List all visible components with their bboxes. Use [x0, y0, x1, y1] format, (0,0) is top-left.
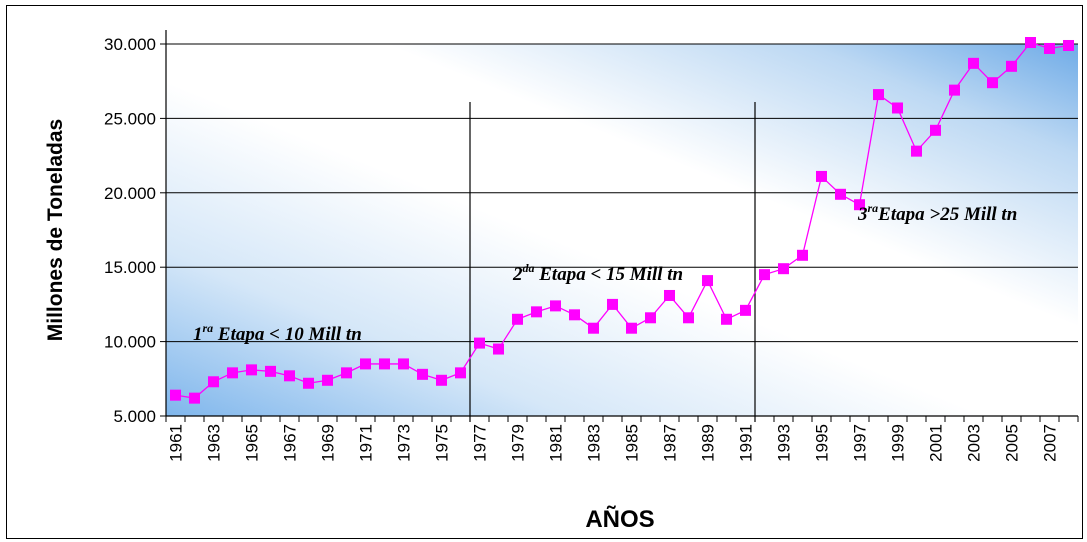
y-tick-label: 10.000	[104, 333, 156, 352]
y-tick-label: 5.000	[113, 407, 156, 426]
x-tick-label: 1997	[851, 424, 870, 462]
x-tick-label: 1985	[623, 424, 642, 462]
series-layer	[170, 37, 1074, 404]
data-point	[911, 145, 922, 157]
x-tick-label: 1967	[281, 424, 300, 462]
data-point	[702, 275, 713, 287]
x-tick-label: 1973	[395, 424, 414, 462]
data-point	[227, 367, 238, 379]
data-point	[797, 249, 808, 261]
x-tick-label: 1979	[509, 424, 528, 462]
x-tick-label: 2007	[1041, 424, 1060, 462]
data-point	[1063, 39, 1074, 51]
y-tick-label: 25.000	[104, 109, 156, 128]
data-point	[949, 84, 960, 96]
x-tick-label: 2003	[965, 424, 984, 462]
data-point	[683, 312, 694, 324]
data-point	[341, 367, 352, 379]
plot-background	[166, 44, 1078, 416]
data-point	[436, 374, 447, 386]
x-axis-title: AÑOS	[585, 505, 654, 533]
data-point	[1025, 37, 1036, 49]
data-point	[873, 89, 884, 101]
x-tick-label: 1969	[319, 424, 338, 462]
x-tick-label: 1991	[737, 424, 756, 462]
data-point	[208, 376, 219, 388]
data-point	[930, 124, 941, 136]
x-ticks: 1961 1963 1965 1967 1969 1971 1973 1975 1977 1979…	[165, 416, 1079, 462]
data-point	[284, 370, 295, 382]
data-point	[303, 377, 314, 389]
x-tick-label: 1971	[357, 424, 376, 462]
data-point	[189, 392, 200, 404]
y-tick-label: 30.000	[104, 35, 156, 54]
data-point	[816, 170, 827, 182]
data-point	[835, 188, 846, 200]
data-point	[265, 365, 276, 377]
data-point	[892, 102, 903, 114]
data-point	[455, 367, 466, 379]
data-point	[474, 337, 485, 349]
data-point	[531, 306, 542, 318]
data-point	[1006, 60, 1017, 72]
x-tick-label: 1983	[585, 424, 604, 462]
x-tick-label: 1989	[699, 424, 718, 462]
x-tick-label: 1995	[813, 424, 832, 462]
y-tick-label: 20.000	[104, 184, 156, 203]
data-point	[360, 358, 371, 370]
data-point	[854, 199, 865, 211]
data-point	[721, 313, 732, 325]
x-tick-label: 1993	[775, 424, 794, 462]
y-tick-label: 15.000	[104, 258, 156, 277]
data-point	[626, 322, 637, 334]
annotations: 1ra Etapa < 10 Mill tn 2da Etapa < 15 Mil…	[193, 201, 1017, 345]
data-point	[493, 343, 504, 355]
data-point	[550, 300, 561, 312]
data-point	[569, 309, 580, 321]
stage-annotation: 2da Etapa < 15 Mill tn	[512, 261, 683, 285]
stage-annotation: 1ra Etapa < 10 Mill tn	[193, 321, 362, 345]
x-tick-label: 2005	[1003, 424, 1022, 462]
y-axis-title: Millones de Toneladas	[44, 119, 67, 342]
x-tick-label: 1963	[205, 424, 224, 462]
gridlines	[166, 43, 1078, 343]
data-point	[759, 269, 770, 281]
data-point	[379, 358, 390, 370]
x-tick-label: 1965	[243, 424, 262, 462]
data-point	[645, 312, 656, 324]
x-tick-label: 1987	[661, 424, 680, 462]
data-point	[417, 368, 428, 380]
stage-annotation: 3raEtapa >25 Mill tn	[857, 201, 1017, 225]
x-tick-label: 1961	[167, 424, 186, 462]
data-point	[170, 389, 181, 401]
data-point	[246, 364, 257, 376]
data-point	[512, 313, 523, 325]
x-tick-label: 1999	[889, 424, 908, 462]
data-point	[740, 304, 751, 316]
data-point	[1044, 42, 1055, 54]
x-tick-label: 2001	[927, 424, 946, 462]
y-ticks: 5.000 10.000 15.000 20.000 25.000 30.000	[104, 35, 166, 426]
data-point	[398, 358, 409, 370]
data-point	[607, 298, 618, 310]
x-tick-label: 1975	[433, 424, 452, 462]
data-point	[322, 374, 333, 386]
data-point	[588, 322, 599, 334]
data-point	[778, 263, 789, 275]
stage-dividers	[469, 102, 756, 422]
data-point	[968, 57, 979, 69]
x-tick-label: 1981	[547, 424, 566, 462]
data-point	[987, 77, 998, 89]
x-tick-label: 1977	[471, 424, 490, 462]
data-point	[664, 289, 675, 301]
